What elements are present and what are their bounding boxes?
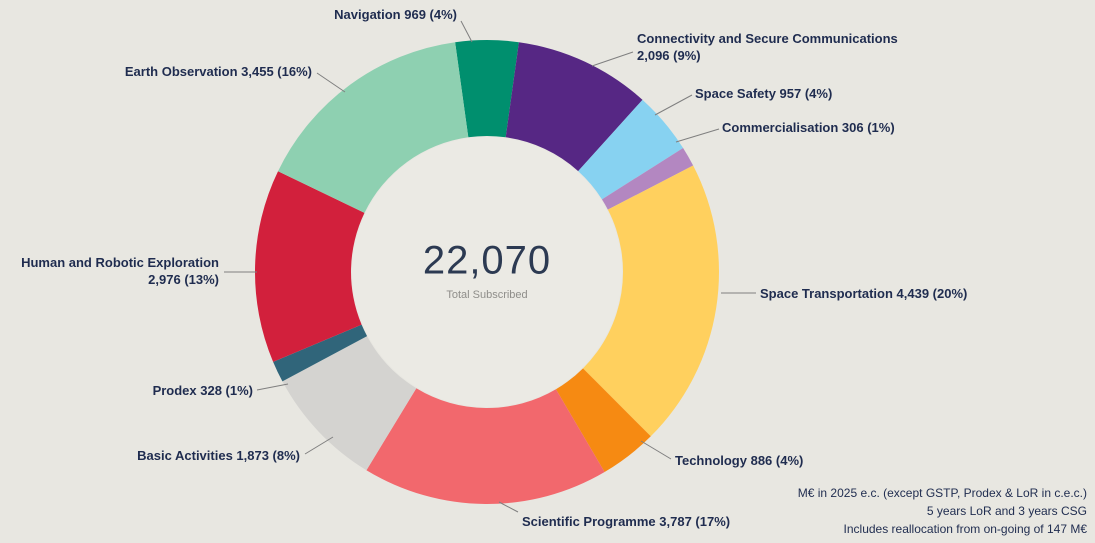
leader-lines [224,20,756,513]
donut-slice-space-transportation[interactable] [583,165,719,437]
donut-slices [254,39,719,504]
donut-slice-prodex[interactable] [273,324,368,382]
footnotes: M€ in 2025 e.c. (except GSTP, Prodex & L… [798,484,1087,538]
donut-slice-space-safety[interactable] [578,99,684,200]
donut-hole [352,137,622,407]
slice-label-human-and-robotic-exploration: Human and Robotic Exploration 2,976 (13%) [21,255,219,287]
donut-slice-basic-activities[interactable] [282,336,417,471]
leader-line [316,72,346,93]
leader-line [460,20,473,43]
donut-slice-earth-observation[interactable] [278,42,469,213]
leader-line [640,440,672,460]
footnote-line-1: M€ in 2025 e.c. (except GSTP, Prodex & L… [797,486,1087,500]
leader-line [304,436,334,455]
slice-label-space-safety: Space Safety 957 (4%) [695,86,833,101]
leader-line [675,128,720,143]
total-label: Total Subscribed [446,289,528,301]
donut-slice-technology[interactable] [555,368,651,472]
leader-line [498,501,519,513]
donut-slice-navigation[interactable] [455,39,519,138]
slice-label-commercialisation: Commercialisation 306 (1%) [722,120,895,135]
slice-label-basic-activities: Basic Activities 1,873 (8%) [137,448,300,463]
donut-inner-circle [352,137,622,407]
leader-line [654,94,693,116]
leader-line [591,51,634,67]
slice-label-navigation: Navigation 969 (4%) [334,7,457,22]
slice-label-space-transportation: Space Transportation 4,439 (20%) [760,286,968,301]
leader-line [256,383,289,391]
slice-label-technology: Technology 886 (4%) [675,453,804,468]
slice-label-prodex: Prodex 328 (1%) [152,383,253,398]
slice-label-scientific-programme: Scientific Programme 3,787 (17%) [522,514,731,529]
slice-label-earth-observation: Earth Observation 3,455 (16%) [124,64,312,79]
donut-slice-commercialisation[interactable] [601,148,694,210]
footnote-line-2: 5 years LoR and 3 years CSG [926,504,1087,518]
donut-slice-scientific-programme[interactable] [366,388,605,504]
slice-label-connectivity-and-secure-communications: Connectivity and Secure Communications 2,… [637,31,898,63]
footnote-line-3: Includes reallocation from on-going of 1… [843,522,1087,536]
donut-slice-connectivity-and-secure-communications[interactable] [505,42,643,172]
donut-slice-human-and-robotic-exploration[interactable] [254,171,365,362]
total-value: 22,070 [422,238,552,283]
